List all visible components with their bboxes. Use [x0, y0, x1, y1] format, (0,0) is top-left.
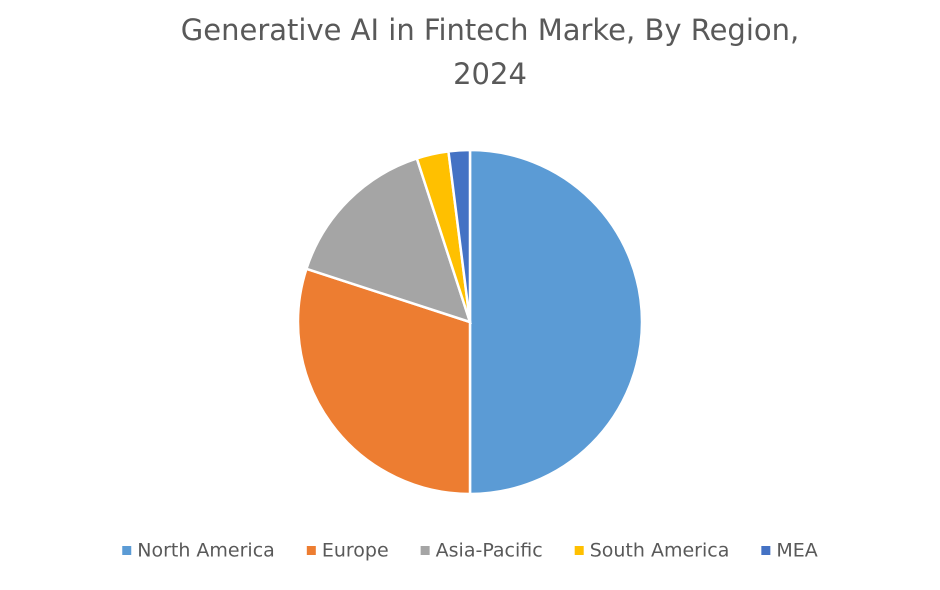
legend-swatch: [122, 546, 132, 555]
legend-label: MEA: [776, 540, 817, 562]
pie-slice: [468, 148, 644, 496]
legend-label: North America: [137, 540, 275, 562]
legend-swatch: [420, 546, 430, 555]
legend-label: South America: [590, 540, 730, 562]
legend-label: Europe: [322, 540, 389, 562]
chart-title: Generative AI in Fintech Marke, By Regio…: [180, 13, 800, 91]
legend-swatch: [574, 546, 584, 555]
legend-label: Asia-Pacific: [436, 540, 543, 562]
pie-slice: [447, 148, 472, 323]
legend-swatch: [761, 546, 771, 555]
pie-slice: [296, 267, 472, 496]
legend-swatch: [306, 546, 316, 555]
